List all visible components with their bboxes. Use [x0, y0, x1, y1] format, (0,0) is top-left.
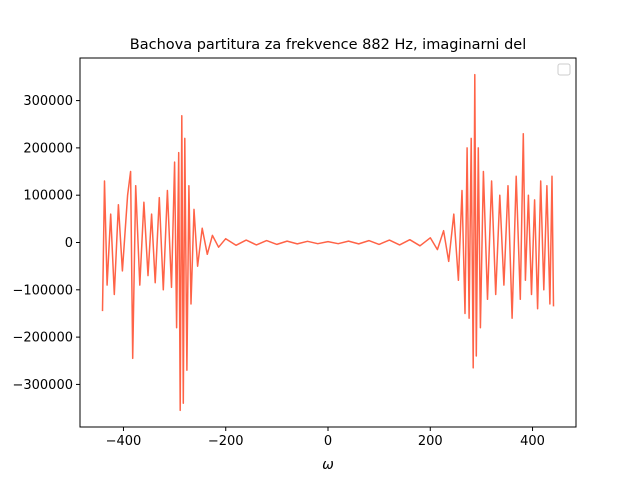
plot-area: [101, 73, 555, 412]
x-tick-label: 0: [324, 434, 332, 449]
x-axis: −400 −200 0 200 400: [106, 427, 545, 449]
x-tick-label: −400: [106, 434, 142, 449]
y-tick-label: 200000: [23, 141, 73, 156]
y-tick-label: 300000: [23, 94, 73, 109]
chart-title: Bachova partitura za frekvence 882 Hz, i…: [130, 37, 526, 53]
y-tick-label: 0: [65, 236, 73, 251]
x-tick-label: 400: [520, 434, 545, 449]
x-tick-label: −200: [208, 434, 244, 449]
y-tick-label: −100000: [12, 283, 73, 298]
y-tick-label: −300000: [12, 378, 73, 393]
x-tick-label: 200: [418, 434, 443, 449]
legend-box: [557, 63, 571, 76]
y-tick-label: −200000: [12, 331, 73, 346]
x-axis-label: ω: [322, 457, 334, 473]
data-series-line: [101, 73, 555, 412]
y-axis: −300000 −200000 −100000 0 100000 200000 300000: [12, 94, 80, 393]
y-tick-label: 100000: [23, 189, 73, 204]
